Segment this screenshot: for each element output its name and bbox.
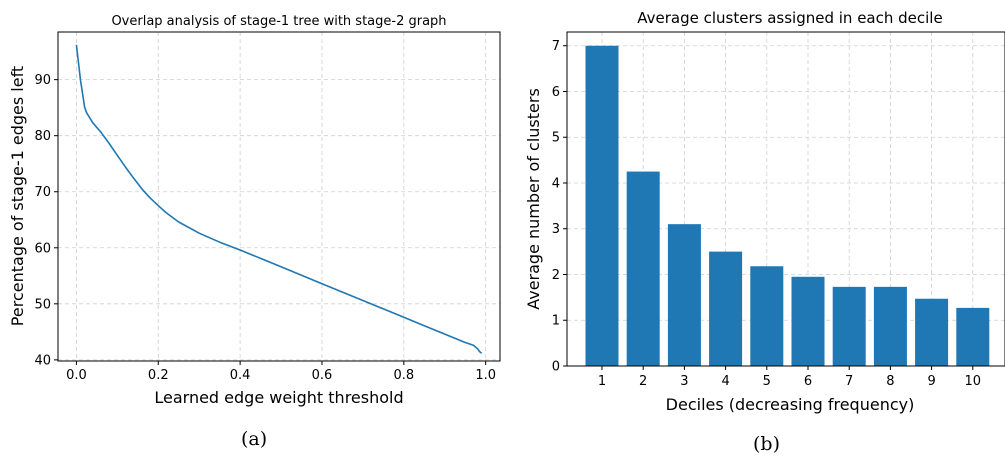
x-tick-label: 4 — [721, 374, 729, 389]
y-tick-label: 80 — [34, 129, 51, 144]
y-tick-label: 1 — [552, 314, 560, 329]
y-tick-label: 4 — [552, 176, 560, 191]
bar — [832, 286, 866, 366]
bar — [750, 266, 784, 366]
x-tick-label: 5 — [763, 374, 771, 389]
line-chart-frame — [57, 31, 501, 362]
bar — [956, 307, 990, 366]
x-tick-label: 7 — [845, 374, 853, 389]
bar — [873, 286, 907, 366]
line-chart-y-axis-label: Percentage of stage-1 edges left — [8, 66, 27, 326]
x-tick-label: 1.0 — [475, 368, 496, 383]
y-tick-label: 7 — [552, 39, 560, 54]
line-chart-marks — [75, 44, 483, 354]
bar-chart-frame — [566, 31, 1005, 367]
y-tick-label: 90 — [34, 73, 51, 88]
x-tick-label: 0.4 — [230, 368, 251, 383]
y-tick-label: 60 — [34, 241, 51, 256]
x-tick-label: 0.6 — [312, 368, 333, 383]
bar-chart-y-axis-label: Average number of clusters — [524, 88, 543, 310]
y-tick-label: 3 — [552, 222, 560, 237]
y-tick-label: 6 — [552, 85, 560, 100]
line-chart-ticks: 0.0 0.2 0.4 0.6 0.8 1.0 40 50 60 70 80 90 — [34, 73, 496, 383]
bar-chart-title: Average clusters assigned in each decile — [637, 9, 942, 27]
line-chart-panel: 0.0 0.2 0.4 0.6 0.8 1.0 40 50 60 70 80 90 Overlap a… — [8, 14, 501, 407]
x-tick-label: 0.0 — [66, 368, 87, 383]
bar — [585, 45, 619, 367]
bar-chart-panel: 0 1 2 3 4 5 6 7 1 2 3 4 5 6 7 8 9 10 Average clusters ass… — [524, 9, 1005, 414]
y-tick-label: 2 — [552, 268, 560, 283]
data-line — [75, 44, 483, 354]
y-tick-label: 5 — [552, 131, 560, 146]
bar-chart-x-axis-label: Deciles (decreasing frequency) — [666, 395, 915, 414]
y-tick-label: 0 — [552, 360, 560, 375]
bar — [667, 224, 701, 366]
y-tick-label: 40 — [34, 353, 51, 368]
x-tick-label: 3 — [680, 374, 688, 389]
x-tick-label: 6 — [804, 374, 812, 389]
line-chart-grid — [58, 32, 500, 361]
line-chart-x-axis-label: Learned edge weight threshold — [154, 388, 403, 407]
line-chart-title: Overlap analysis of stage-1 tree with st… — [111, 14, 446, 29]
x-tick-label: 2 — [639, 374, 647, 389]
caption-b: (b) — [753, 433, 780, 455]
bar — [791, 276, 825, 366]
caption-a: (a) — [241, 428, 268, 450]
x-tick-label: 0.2 — [148, 368, 169, 383]
bar — [626, 171, 660, 366]
y-tick-label: 70 — [34, 185, 51, 200]
bar-chart-ticks: 0 1 2 3 4 5 6 7 1 2 3 4 5 6 7 8 9 10 — [552, 39, 981, 389]
x-tick-label: 8 — [886, 374, 894, 389]
x-tick-label: 1 — [598, 374, 606, 389]
bar — [915, 298, 949, 366]
x-tick-label: 10 — [965, 374, 982, 389]
bar-chart-marks — [585, 45, 990, 367]
y-tick-label: 50 — [34, 297, 51, 312]
bar — [709, 251, 743, 366]
x-tick-label: 0.8 — [393, 368, 414, 383]
x-tick-label: 9 — [927, 374, 935, 389]
